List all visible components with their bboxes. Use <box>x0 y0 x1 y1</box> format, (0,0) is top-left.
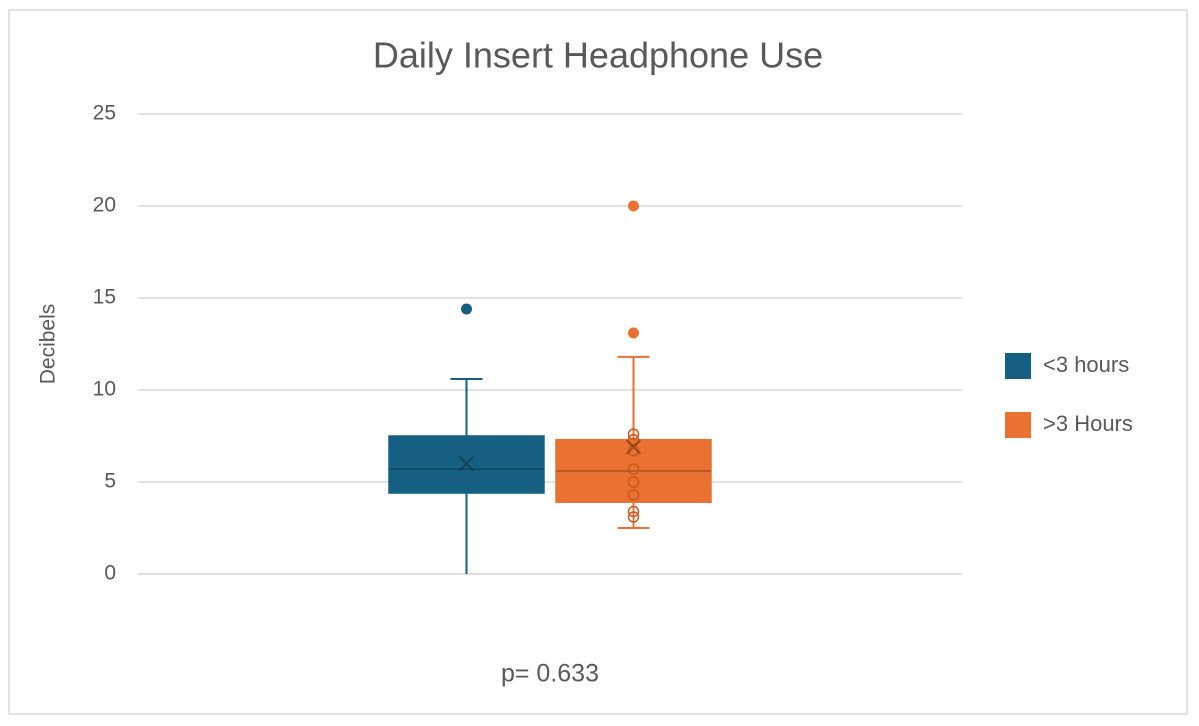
legend-label: <3 hours <box>1043 352 1129 377</box>
inner-point <box>627 489 640 501</box>
legend-swatch <box>1005 412 1031 438</box>
y-tick-label: 10 <box>93 378 116 401</box>
legend-swatch <box>1005 353 1031 379</box>
y-tick-label: 0 <box>104 562 116 585</box>
inner-point <box>627 428 640 440</box>
inner-point <box>627 433 640 446</box>
y-tick-label: 20 <box>93 194 116 217</box>
inner-point <box>627 463 640 475</box>
outlier <box>628 327 639 339</box>
box <box>388 435 545 494</box>
outlier <box>461 303 472 315</box>
y-tick-label: 25 <box>93 102 116 125</box>
x-axis-title: p= 0.633 <box>501 660 599 688</box>
box <box>555 438 712 503</box>
inner-point <box>627 505 640 518</box>
inner-point <box>627 444 640 457</box>
inner-point <box>627 511 640 523</box>
mean-marker <box>458 455 475 472</box>
inner-point <box>627 476 640 488</box>
chart-frame <box>8 9 1188 715</box>
mean-marker <box>625 439 642 455</box>
legend-label: >3 Hours <box>1043 411 1133 436</box>
outlier <box>628 200 639 212</box>
y-tick-label: 15 <box>93 286 116 309</box>
y-axis-title: Decibels <box>37 304 60 385</box>
y-tick-label: 5 <box>104 470 116 493</box>
chart-title: Daily Insert Headphone Use <box>373 35 823 76</box>
